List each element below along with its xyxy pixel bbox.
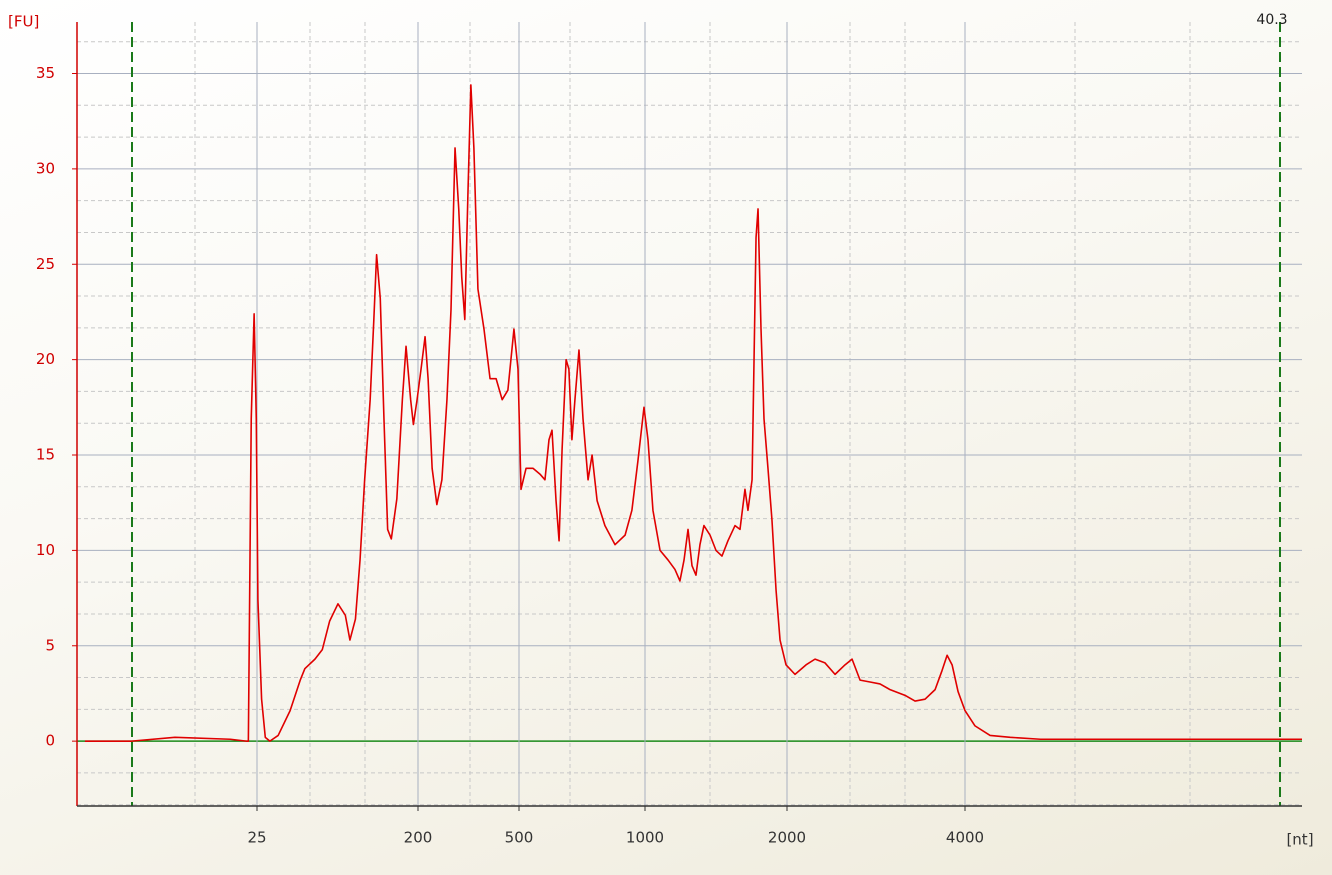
y-tick-label: 5 — [45, 636, 55, 654]
marker-label: 40.3 — [1256, 12, 1287, 28]
minor-grid — [194, 22, 1191, 806]
y-axis-label: [FU] — [8, 13, 39, 31]
x-tick-label: 25 — [247, 829, 266, 847]
y-tick-label: 20 — [36, 350, 55, 368]
y-tick-label: 25 — [36, 255, 55, 273]
trace — [84, 84, 1302, 742]
y-tick-label: 10 — [36, 541, 55, 559]
grid — [77, 22, 1302, 806]
x-tick-label: 4000 — [946, 829, 984, 847]
x-tick-label: 2000 — [768, 829, 806, 847]
x-tick-label: 500 — [505, 829, 534, 847]
y-tick-label: 0 — [45, 732, 55, 750]
x-axis-label: [nt] — [1286, 831, 1313, 849]
x-tick-label: 1000 — [626, 829, 664, 847]
y-tick-label: 35 — [36, 64, 55, 82]
x-tick-label: 200 — [404, 829, 433, 847]
y-tick-label: 30 — [36, 159, 55, 177]
y-tick-label: 15 — [36, 446, 55, 464]
